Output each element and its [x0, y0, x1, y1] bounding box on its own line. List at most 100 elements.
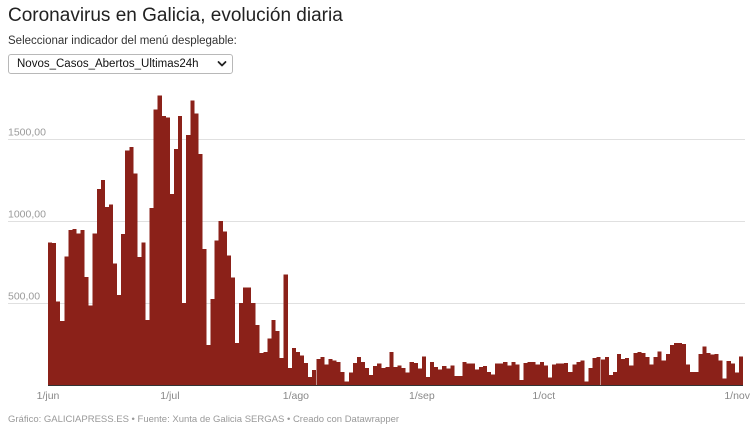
bar [283, 274, 288, 385]
x-tick-label: 1/nov [724, 390, 750, 402]
bar [377, 363, 382, 385]
bar [393, 366, 398, 385]
bar [161, 116, 166, 385]
bar [186, 134, 191, 385]
bar [108, 204, 114, 385]
bar [421, 356, 426, 385]
bar [352, 362, 357, 385]
bar [80, 230, 85, 385]
footer-credits: Gráfico: GALICIAPRESS.ES • Fuente: Xunta… [8, 414, 399, 425]
bar [385, 366, 390, 385]
bar [722, 378, 727, 385]
bar [698, 353, 703, 385]
bar [133, 173, 138, 385]
bar [491, 374, 496, 385]
bar [214, 240, 219, 385]
bar [519, 380, 524, 385]
bar [474, 369, 479, 385]
bar [604, 357, 609, 385]
bar [564, 362, 569, 385]
bar [100, 180, 105, 385]
bar [442, 366, 447, 385]
bar [56, 301, 61, 385]
bar [104, 207, 109, 385]
bar [539, 362, 544, 385]
bar [576, 362, 581, 385]
bar [222, 231, 227, 385]
bar [251, 303, 256, 385]
bar [210, 298, 215, 385]
bar [430, 362, 435, 385]
bar [275, 330, 280, 385]
bar [482, 366, 487, 385]
bar [633, 353, 638, 385]
bar [547, 377, 552, 385]
bar [113, 263, 118, 385]
bar [125, 150, 130, 385]
indicator-dropdown[interactable]: Novos_Casos_Abertos_Ultimas24h [8, 54, 233, 74]
bar [340, 371, 345, 385]
bar [588, 367, 593, 385]
bar [381, 367, 386, 385]
bar [243, 287, 248, 385]
bar [458, 375, 463, 385]
bar [718, 360, 723, 385]
bar [726, 361, 731, 385]
bar [608, 375, 613, 385]
bar [320, 357, 325, 385]
bar [84, 276, 89, 385]
bar [669, 344, 674, 385]
bar [454, 375, 459, 385]
bar [328, 358, 333, 385]
bar [511, 362, 516, 385]
bar [295, 352, 300, 385]
bar [572, 364, 577, 385]
bar [584, 381, 589, 385]
bar [551, 364, 557, 385]
bar [450, 365, 455, 385]
bar [121, 234, 126, 385]
bar [287, 367, 292, 385]
bar [499, 363, 504, 385]
bar [259, 353, 264, 385]
bar [129, 147, 134, 385]
bar [153, 109, 158, 386]
bar [255, 325, 260, 385]
bar [478, 366, 483, 385]
bar [425, 376, 431, 385]
bar [677, 343, 683, 385]
bar [202, 248, 207, 385]
bar [397, 365, 402, 385]
bar [625, 357, 630, 385]
bar [637, 352, 642, 385]
bar [348, 372, 353, 385]
x-tick-label: 1/oct [532, 390, 555, 402]
bar [417, 368, 422, 385]
bar [239, 303, 244, 385]
dropdown-selected-value: Novos_Casos_Abertos_Ultimas24h [17, 58, 199, 70]
bar [596, 357, 601, 385]
bar [60, 321, 65, 385]
bar [446, 368, 451, 385]
bar [617, 353, 622, 385]
axis-layer: 1/jun 1/jul 1/ago 1/sep 1/oct 1/nov [37, 385, 751, 402]
bar [190, 100, 195, 386]
bar [686, 364, 691, 385]
bar [324, 364, 329, 385]
bar [226, 255, 231, 385]
bar [145, 320, 150, 385]
bar [560, 363, 565, 385]
bar [206, 344, 211, 385]
bar [600, 359, 605, 385]
bar [641, 353, 646, 385]
bar [218, 221, 223, 385]
bar [556, 363, 561, 385]
bar [507, 365, 512, 385]
y-tick-label: 500,00 [8, 291, 40, 303]
bar [734, 372, 739, 385]
bar [612, 371, 617, 385]
bar [279, 357, 284, 385]
bar [312, 370, 317, 385]
chart-title: Coronavirus en Galicia, evolución diaria [8, 5, 343, 26]
bars-layer [48, 95, 743, 386]
